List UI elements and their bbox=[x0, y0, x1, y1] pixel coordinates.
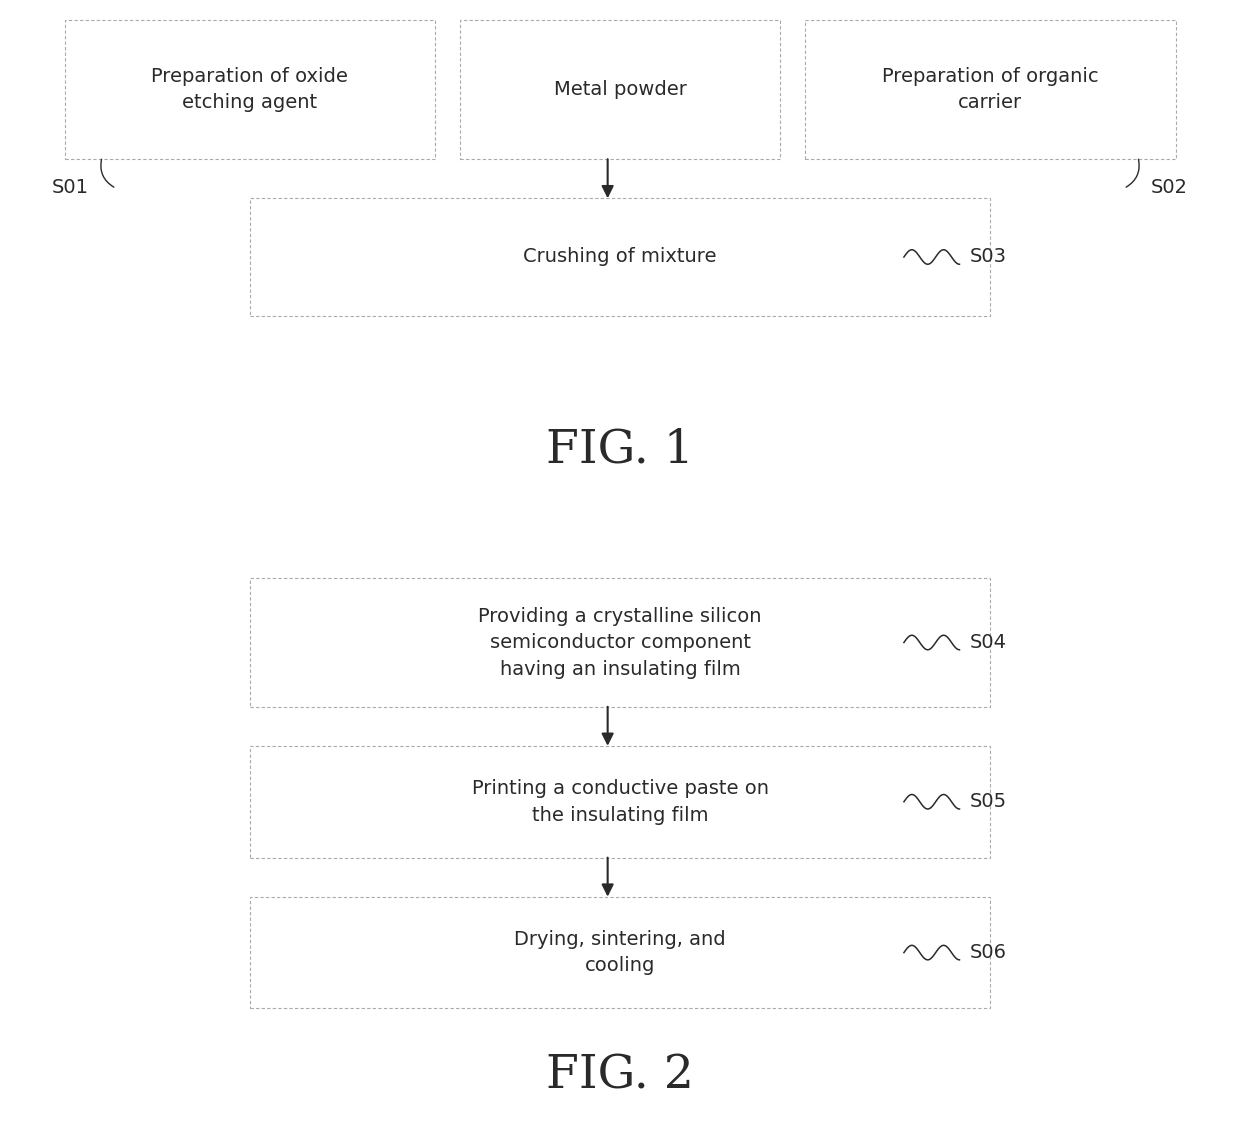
Text: Preparation of oxide
etching agent: Preparation of oxide etching agent bbox=[151, 66, 348, 112]
Text: FIG. 2: FIG. 2 bbox=[546, 1053, 694, 1098]
Text: S06: S06 bbox=[970, 943, 1007, 962]
Text: Drying, sintering, and
cooling: Drying, sintering, and cooling bbox=[515, 930, 725, 976]
FancyBboxPatch shape bbox=[249, 746, 991, 858]
FancyBboxPatch shape bbox=[249, 578, 991, 706]
FancyBboxPatch shape bbox=[805, 19, 1176, 159]
Text: Providing a crystalline silicon
semiconductor component
having an insulating fil: Providing a crystalline silicon semicond… bbox=[479, 606, 761, 678]
Text: Crushing of mixture: Crushing of mixture bbox=[523, 247, 717, 266]
FancyBboxPatch shape bbox=[64, 19, 435, 159]
Text: Preparation of organic
carrier: Preparation of organic carrier bbox=[882, 66, 1099, 112]
Text: FIG. 1: FIG. 1 bbox=[546, 427, 694, 473]
Text: Printing a conductive paste on
the insulating film: Printing a conductive paste on the insul… bbox=[471, 779, 769, 824]
Text: S03: S03 bbox=[970, 247, 1007, 266]
Text: S01: S01 bbox=[52, 177, 89, 197]
Text: Metal powder: Metal powder bbox=[553, 80, 687, 99]
Text: S04: S04 bbox=[970, 633, 1007, 652]
FancyBboxPatch shape bbox=[249, 199, 991, 316]
Text: S05: S05 bbox=[970, 792, 1007, 811]
Text: S02: S02 bbox=[1151, 177, 1188, 197]
FancyBboxPatch shape bbox=[249, 897, 991, 1008]
FancyBboxPatch shape bbox=[460, 19, 780, 159]
